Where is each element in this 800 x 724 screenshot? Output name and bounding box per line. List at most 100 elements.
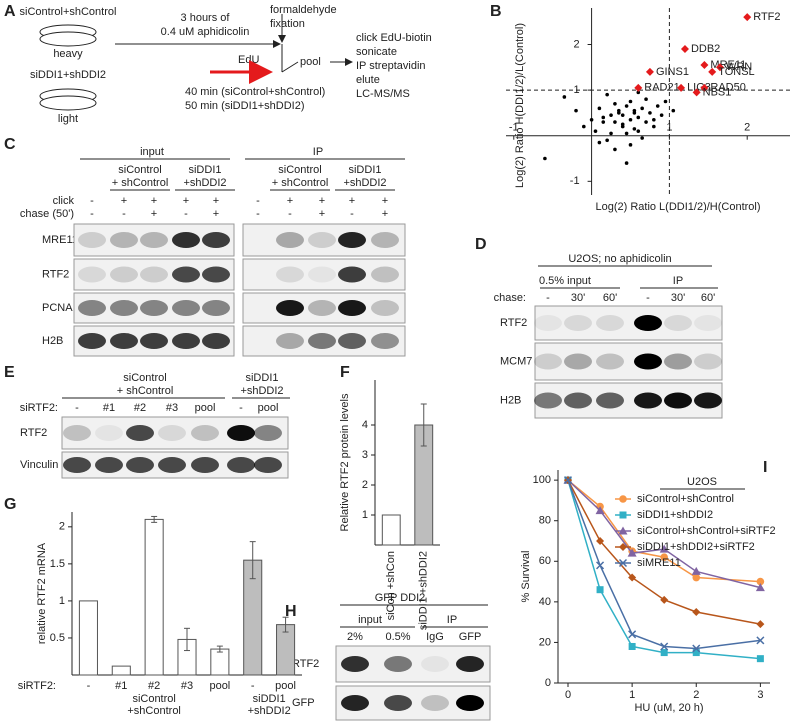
label: siControl+shControl bbox=[20, 6, 117, 18]
marker bbox=[613, 147, 617, 152]
y-axis-label: Log(2) Ratio H(DDI1/2)/L(Control) bbox=[514, 23, 526, 188]
x-tick-label: 0 bbox=[565, 689, 571, 701]
band bbox=[254, 457, 282, 473]
x-tick-label: 1 bbox=[629, 689, 635, 701]
bar bbox=[144, 518, 164, 676]
y-tick-label: 4 bbox=[362, 419, 368, 431]
point-label: RTF2 bbox=[753, 11, 780, 23]
x-axis-label: siRTF2: bbox=[18, 680, 56, 692]
marker bbox=[700, 83, 709, 92]
band bbox=[341, 656, 369, 672]
panel-label: E bbox=[4, 364, 15, 381]
marker bbox=[543, 156, 547, 161]
band bbox=[456, 695, 484, 711]
sign: + bbox=[213, 208, 219, 220]
label: click EdU-biotin bbox=[356, 32, 432, 44]
marker bbox=[700, 61, 709, 70]
blot bbox=[534, 382, 723, 419]
x-tick-label: siCon +shCon bbox=[385, 551, 397, 620]
marker bbox=[644, 97, 648, 102]
band bbox=[694, 392, 722, 409]
band bbox=[384, 695, 412, 711]
x-tick-label: 2 bbox=[693, 689, 699, 701]
marker bbox=[636, 90, 641, 95]
marker bbox=[692, 649, 700, 657]
x-tick-label: siDDI1 +shDDI2 bbox=[418, 551, 430, 630]
blot-label: H2B bbox=[42, 335, 63, 347]
marker bbox=[663, 99, 668, 104]
group-label: siControl bbox=[132, 693, 175, 705]
band bbox=[172, 333, 200, 349]
band bbox=[202, 333, 230, 349]
sign: - bbox=[90, 195, 94, 207]
band bbox=[308, 333, 336, 349]
y-tick-label: 0.5 bbox=[50, 632, 65, 644]
band bbox=[456, 656, 484, 672]
point-label: RAD50 bbox=[710, 82, 745, 94]
lane-label: - bbox=[646, 292, 650, 304]
marker bbox=[628, 143, 633, 147]
label: EdU bbox=[238, 54, 259, 66]
lane-label: 60' bbox=[701, 292, 715, 304]
blot-label: PCNA bbox=[42, 302, 73, 314]
band bbox=[202, 300, 230, 316]
marker bbox=[624, 161, 629, 165]
marker bbox=[692, 88, 701, 97]
blot-label: RTF2 bbox=[42, 268, 69, 280]
marker bbox=[609, 113, 613, 117]
band bbox=[78, 266, 106, 283]
x-axis-label: Log(2) Ratio L(DDI1/2)/H(Control) bbox=[595, 201, 760, 213]
band bbox=[634, 315, 662, 331]
group-label: +shControl bbox=[127, 705, 181, 717]
x-tick-label: -1 bbox=[509, 122, 519, 134]
point-label: NBS1 bbox=[703, 86, 732, 98]
marker bbox=[605, 138, 609, 143]
blot-label: RTF2 bbox=[500, 317, 527, 329]
band bbox=[63, 457, 91, 473]
marker bbox=[617, 108, 621, 113]
label: formaldehyde bbox=[270, 4, 337, 16]
marker bbox=[628, 642, 636, 650]
series-line bbox=[567, 479, 761, 650]
lane-label: pool bbox=[258, 402, 279, 414]
sign: + bbox=[319, 208, 325, 220]
legend-label: siDDI1+shDDI2+siRTF2 bbox=[637, 541, 755, 553]
sign: + bbox=[151, 195, 157, 207]
band bbox=[63, 425, 91, 441]
band bbox=[534, 315, 562, 331]
point-label: TONSL bbox=[718, 66, 754, 78]
lane-label: 0.5% bbox=[385, 631, 410, 643]
group-label: siDDI1 bbox=[253, 693, 286, 705]
marker bbox=[596, 561, 605, 570]
blot bbox=[242, 258, 406, 291]
y-tick-label: 1 bbox=[362, 509, 368, 521]
label: +shDDI2 bbox=[183, 177, 226, 189]
label: 0.5% input bbox=[539, 275, 591, 287]
group-label: +shDDI2 bbox=[248, 705, 291, 717]
panel-label: G bbox=[4, 496, 16, 513]
marker bbox=[644, 120, 648, 124]
bar bbox=[381, 514, 401, 546]
bar bbox=[78, 600, 98, 676]
sign: - bbox=[288, 208, 292, 220]
blot-label: MRE11 bbox=[42, 234, 78, 246]
dish bbox=[39, 31, 97, 47]
marker bbox=[659, 544, 669, 553]
lane-label: GFP bbox=[459, 631, 482, 643]
marker bbox=[660, 649, 668, 657]
marker bbox=[692, 644, 701, 653]
sign: - bbox=[350, 208, 354, 220]
sign: + bbox=[121, 195, 127, 207]
label: GFP DDI2 bbox=[375, 592, 426, 604]
x-tick-label: #2 bbox=[148, 680, 160, 692]
y-tick-label: 20 bbox=[539, 636, 551, 648]
x-axis-label: HU (uM, 20 h) bbox=[634, 702, 703, 714]
marker bbox=[628, 117, 633, 122]
label: heavy bbox=[53, 48, 83, 60]
lane-label: 30' bbox=[671, 292, 685, 304]
blot-label: H2B bbox=[500, 394, 521, 406]
marker bbox=[595, 506, 605, 515]
label: 3 hours of bbox=[181, 12, 231, 24]
band bbox=[126, 425, 154, 441]
label: U2OS; no aphidicolin bbox=[568, 253, 671, 265]
